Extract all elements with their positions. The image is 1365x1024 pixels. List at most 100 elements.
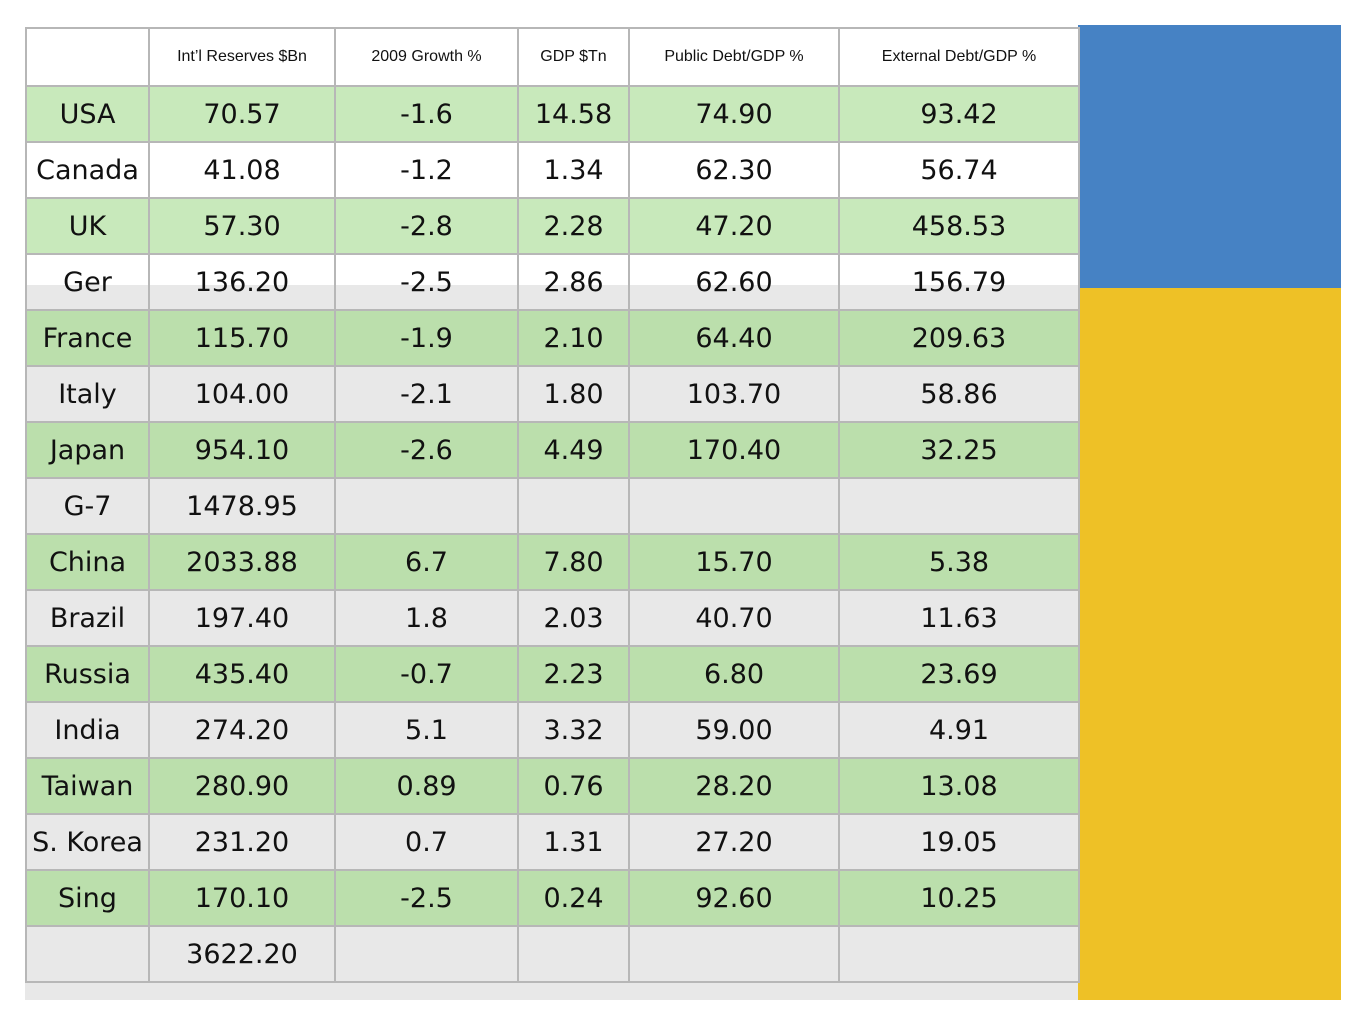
- cell-gdp: 3.32: [517, 701, 630, 759]
- cell-public-debt: [628, 925, 840, 983]
- table-row: UK 57.30 -2.8 2.28 47.20 458.53: [25, 197, 1080, 255]
- cell-external-debt: 4.91: [838, 701, 1080, 759]
- table-row: China 2033.88 6.7 7.80 15.70 5.38: [25, 533, 1080, 591]
- cell-external-debt: 19.05: [838, 813, 1080, 871]
- cell-growth: 1.8: [334, 589, 519, 647]
- cell-gdp: 1.34: [517, 141, 630, 199]
- cell-reserves: 435.40: [148, 645, 336, 703]
- header-cell-external-debt: External Debt/GDP %: [838, 27, 1080, 87]
- header-cell-public-debt: Public Debt/GDP %: [628, 27, 840, 87]
- table-row: Japan 954.10 -2.6 4.49 170.40 32.25: [25, 421, 1080, 479]
- table-row: S. Korea 231.20 0.7 1.31 27.20 19.05: [25, 813, 1080, 871]
- cell-country: UK: [25, 197, 150, 255]
- cell-external-debt: 5.38: [838, 533, 1080, 591]
- table-row: Ger 136.20 -2.5 2.86 62.60 156.79: [25, 253, 1080, 311]
- cell-growth: 0.89: [334, 757, 519, 815]
- cell-reserves: 104.00: [148, 365, 336, 423]
- cell-country: China: [25, 533, 150, 591]
- cell-country: Italy: [25, 365, 150, 423]
- cell-country: Sing: [25, 869, 150, 927]
- cell-growth: -0.7: [334, 645, 519, 703]
- header-row: Int’l Reserves $Bn 2009 Growth % GDP $Tn…: [25, 27, 1080, 87]
- cell-country: [25, 925, 150, 983]
- cell-external-debt: 13.08: [838, 757, 1080, 815]
- cell-public-debt: 47.20: [628, 197, 840, 255]
- cell-public-debt: 103.70: [628, 365, 840, 423]
- cell-reserves: 280.90: [148, 757, 336, 815]
- cell-reserves: 231.20: [148, 813, 336, 871]
- cell-reserves: 274.20: [148, 701, 336, 759]
- cell-country: Canada: [25, 141, 150, 199]
- cell-external-debt: 156.79: [838, 253, 1080, 311]
- cell-public-debt: 28.20: [628, 757, 840, 815]
- cell-country: Japan: [25, 421, 150, 479]
- cell-gdp: [517, 925, 630, 983]
- cell-reserves: 170.10: [148, 869, 336, 927]
- cell-public-debt: 62.30: [628, 141, 840, 199]
- table-row: Brazil 197.40 1.8 2.03 40.70 11.63: [25, 589, 1080, 647]
- cell-country: Ger: [25, 253, 150, 311]
- cell-public-debt: 27.20: [628, 813, 840, 871]
- cell-reserves: 41.08: [148, 141, 336, 199]
- cell-country: Brazil: [25, 589, 150, 647]
- cell-gdp: 4.49: [517, 421, 630, 479]
- cell-gdp: 2.28: [517, 197, 630, 255]
- table-header: Int’l Reserves $Bn 2009 Growth % GDP $Tn…: [25, 27, 1080, 87]
- cell-growth: -2.5: [334, 253, 519, 311]
- cell-gdp: 1.31: [517, 813, 630, 871]
- cell-country: USA: [25, 85, 150, 143]
- cell-public-debt: 64.40: [628, 309, 840, 367]
- cell-external-debt: 458.53: [838, 197, 1080, 255]
- table-row: France 115.70 -1.9 2.10 64.40 209.63: [25, 309, 1080, 367]
- header-cell-country: [25, 27, 150, 87]
- table-row: Sing 170.10 -2.5 0.24 92.60 10.25: [25, 869, 1080, 927]
- cell-growth: 5.1: [334, 701, 519, 759]
- cell-gdp: 14.58: [517, 85, 630, 143]
- table-row: USA 70.57 -1.6 14.58 74.90 93.42: [25, 85, 1080, 143]
- cell-growth: -2.6: [334, 421, 519, 479]
- header-cell-growth: 2009 Growth %: [334, 27, 519, 87]
- cell-reserves: 1478.95: [148, 477, 336, 535]
- yellow-decor-block: [1078, 288, 1341, 1000]
- cell-public-debt: 59.00: [628, 701, 840, 759]
- cell-growth: 0.7: [334, 813, 519, 871]
- cell-reserves: 136.20: [148, 253, 336, 311]
- table-row: Russia 435.40 -0.7 2.23 6.80 23.69: [25, 645, 1080, 703]
- cell-country: Taiwan: [25, 757, 150, 815]
- cell-reserves: 954.10: [148, 421, 336, 479]
- cell-external-debt: 11.63: [838, 589, 1080, 647]
- cell-external-debt: 23.69: [838, 645, 1080, 703]
- cell-external-debt: 56.74: [838, 141, 1080, 199]
- cell-reserves: 197.40: [148, 589, 336, 647]
- cell-public-debt: 15.70: [628, 533, 840, 591]
- table-row: India 274.20 5.1 3.32 59.00 4.91: [25, 701, 1080, 759]
- cell-reserves: 115.70: [148, 309, 336, 367]
- table-body: USA 70.57 -1.6 14.58 74.90 93.42 Canada 41.08 -1…: [25, 85, 1080, 983]
- cell-external-debt: 209.63: [838, 309, 1080, 367]
- cell-public-debt: [628, 477, 840, 535]
- cell-reserves: 57.30: [148, 197, 336, 255]
- cell-growth: -1.6: [334, 85, 519, 143]
- cell-external-debt: 58.86: [838, 365, 1080, 423]
- cell-growth: 6.7: [334, 533, 519, 591]
- cell-gdp: 2.03: [517, 589, 630, 647]
- cell-growth: -2.8: [334, 197, 519, 255]
- cell-gdp: 7.80: [517, 533, 630, 591]
- cell-gdp: 1.80: [517, 365, 630, 423]
- cell-country: France: [25, 309, 150, 367]
- cell-growth: -1.2: [334, 141, 519, 199]
- table-row: Taiwan 280.90 0.89 0.76 28.20 13.08: [25, 757, 1080, 815]
- cell-gdp: 2.86: [517, 253, 630, 311]
- cell-public-debt: 74.90: [628, 85, 840, 143]
- cell-reserves: 2033.88: [148, 533, 336, 591]
- cell-country: India: [25, 701, 150, 759]
- cell-growth: [334, 477, 519, 535]
- cell-country: S. Korea: [25, 813, 150, 871]
- header-cell-gdp: GDP $Tn: [517, 27, 630, 87]
- table-row: Canada 41.08 -1.2 1.34 62.30 56.74: [25, 141, 1080, 199]
- cell-gdp: 2.23: [517, 645, 630, 703]
- cell-public-debt: 6.80: [628, 645, 840, 703]
- table-row: Italy 104.00 -2.1 1.80 103.70 58.86: [25, 365, 1080, 423]
- table-row: G-7 1478.95: [25, 477, 1080, 535]
- table-row: 3622.20: [25, 925, 1080, 983]
